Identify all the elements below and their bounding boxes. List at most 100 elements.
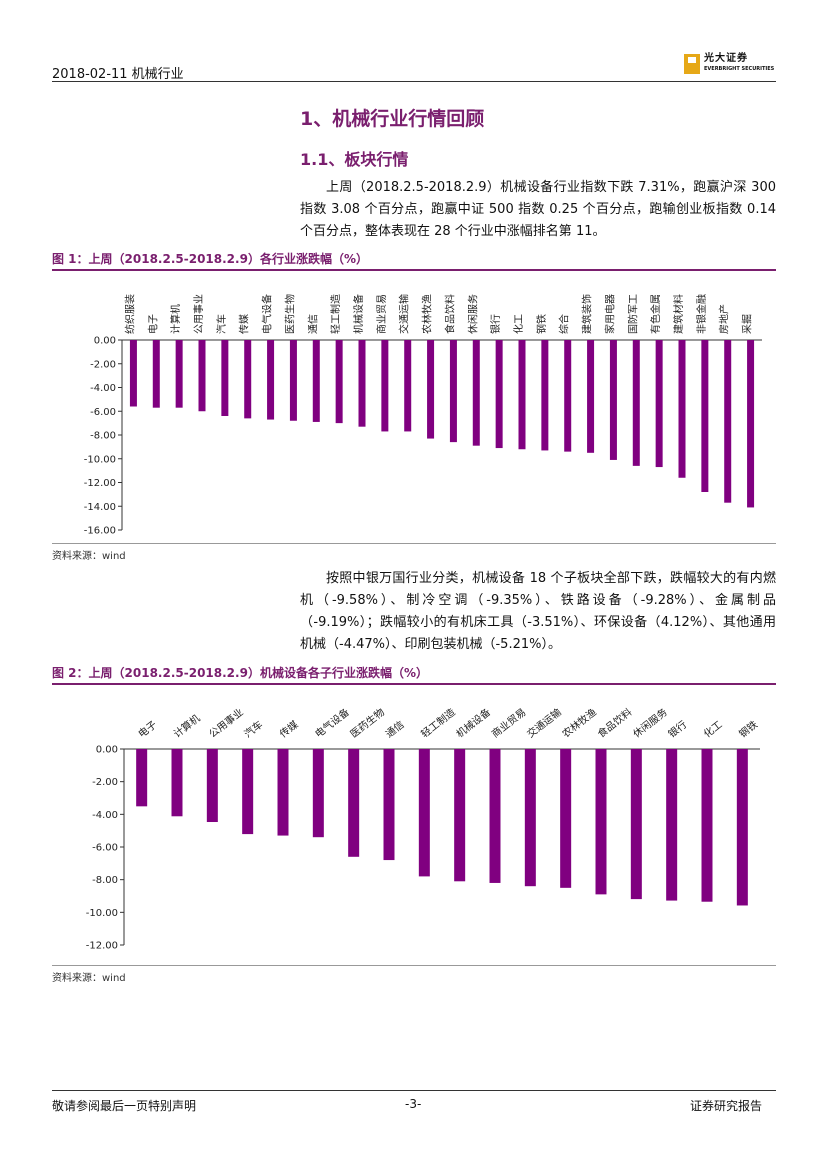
y-tick-label: -2.00 bbox=[90, 359, 116, 370]
category-label: 电子 bbox=[146, 314, 159, 334]
bar bbox=[560, 749, 572, 888]
bar bbox=[472, 340, 480, 446]
category-label: 化工 bbox=[512, 314, 525, 334]
bar bbox=[454, 749, 466, 882]
figure2-rule bbox=[52, 683, 776, 685]
bar bbox=[632, 340, 640, 466]
category-label: 计算机 bbox=[171, 712, 203, 741]
figure1-title: 图 1：上周（2018.2.5-2018.2.9）各行业涨跌幅（%） bbox=[52, 252, 368, 266]
category-label: 公用事业 bbox=[192, 294, 205, 334]
logo-mark-icon bbox=[684, 54, 700, 74]
bar bbox=[666, 749, 678, 901]
bar bbox=[335, 340, 343, 424]
bar bbox=[495, 340, 503, 449]
bar bbox=[404, 340, 412, 432]
category-label: 交通运输 bbox=[398, 294, 411, 334]
bar bbox=[136, 749, 148, 807]
category-label: 钢铁 bbox=[736, 718, 760, 741]
bar bbox=[348, 749, 360, 857]
figure2-title: 图 2：上周（2018.2.5-2018.2.9）机械设备各子行业涨跌幅（%） bbox=[52, 666, 428, 680]
bar bbox=[221, 340, 229, 416]
bar bbox=[381, 340, 389, 432]
logo-cn-text: 光大证券 bbox=[704, 53, 748, 64]
y-tick-label: -8.00 bbox=[92, 875, 118, 886]
figure2-source-rule bbox=[52, 965, 776, 966]
category-label: 传媒 bbox=[239, 314, 251, 334]
header-rule bbox=[52, 81, 776, 82]
y-tick-label: -14.00 bbox=[84, 502, 116, 513]
category-label: 采掘 bbox=[741, 314, 754, 334]
bar bbox=[277, 749, 289, 836]
bar bbox=[152, 340, 160, 408]
category-label: 农林牧渔 bbox=[560, 705, 600, 740]
category-label: 钢铁 bbox=[535, 314, 548, 334]
bar bbox=[449, 340, 457, 443]
paragraph-weekly-summary: 上周（2018.2.5-2018.2.9）机械设备行业指数下跌 7.31%，跑赢… bbox=[300, 180, 776, 239]
figure1-rule bbox=[52, 269, 776, 271]
figure1-source-rule bbox=[52, 543, 776, 544]
category-label: 有色金属 bbox=[649, 294, 662, 334]
category-label: 电气设备 bbox=[312, 705, 352, 740]
bar bbox=[736, 749, 748, 906]
y-tick-label: 0.00 bbox=[94, 336, 116, 347]
bar bbox=[206, 749, 218, 823]
y-tick-label: -12.00 bbox=[84, 478, 116, 489]
category-label: 交通运输 bbox=[524, 705, 564, 740]
section-title: 1、机械行业行情回顾 bbox=[300, 108, 485, 130]
category-label: 建筑装饰 bbox=[581, 294, 594, 334]
y-tick-label: 0.00 bbox=[96, 745, 118, 756]
bar bbox=[312, 340, 320, 422]
bar bbox=[418, 749, 430, 877]
category-label: 医药生物 bbox=[348, 705, 388, 740]
category-label: 机械设备 bbox=[454, 705, 494, 740]
footer-page-number: -3- bbox=[405, 1097, 422, 1111]
paragraph-subsector-summary: 按照中银万国行业分类，机械设备 18 个子板块全部下跌，跌幅较大的有内燃机（-9… bbox=[300, 571, 776, 652]
y-tick-label: -8.00 bbox=[90, 431, 116, 442]
bar bbox=[518, 340, 526, 450]
bar bbox=[564, 340, 572, 452]
category-label: 国防军工 bbox=[626, 294, 639, 334]
footer-disclaimer: 敬请参阅最后一页特别声明 bbox=[52, 1099, 197, 1113]
bar bbox=[678, 340, 686, 478]
category-label: 休闲服务 bbox=[630, 705, 670, 740]
y-tick-label: -10.00 bbox=[84, 454, 116, 465]
category-label: 建筑材料 bbox=[672, 294, 685, 334]
bar bbox=[609, 340, 617, 460]
bar bbox=[242, 749, 254, 835]
category-label: 非银金融 bbox=[695, 294, 708, 334]
category-label: 综合 bbox=[558, 314, 571, 334]
figure2-source: 资料来源：wind bbox=[52, 973, 126, 984]
category-label: 商业贸易 bbox=[375, 294, 388, 334]
bar bbox=[244, 340, 252, 419]
bar bbox=[427, 340, 435, 439]
logo-en-text: EVERBRIGHT SECURITIES bbox=[704, 66, 775, 72]
category-label: 电气设备 bbox=[261, 294, 274, 334]
section-subtitle: 1.1、板块行情 bbox=[300, 150, 409, 169]
bar bbox=[595, 749, 607, 895]
y-tick-label: -12.00 bbox=[86, 941, 118, 952]
footer-rule bbox=[52, 1090, 776, 1091]
category-label: 食品饮料 bbox=[595, 705, 635, 740]
bar bbox=[383, 749, 395, 861]
category-label: 通信 bbox=[307, 314, 319, 334]
bar bbox=[198, 340, 206, 412]
category-label: 家用电器 bbox=[603, 294, 616, 334]
category-label: 纺织服装 bbox=[123, 294, 136, 334]
category-label: 化工 bbox=[701, 718, 725, 741]
category-label: 轻工制造 bbox=[418, 705, 458, 740]
bar bbox=[489, 749, 501, 883]
category-label: 通信 bbox=[383, 719, 406, 741]
bar bbox=[358, 340, 366, 427]
category-label: 农林牧渔 bbox=[421, 294, 434, 334]
category-label: 轻工制造 bbox=[329, 294, 342, 334]
category-label: 银行 bbox=[489, 314, 502, 334]
category-label: 机械设备 bbox=[352, 294, 365, 334]
bar bbox=[524, 749, 536, 887]
y-tick-label: -4.00 bbox=[92, 810, 118, 821]
bar bbox=[312, 749, 324, 838]
y-tick-label: -6.00 bbox=[90, 407, 116, 418]
industry-change-chart: 0.00 -2.00 -4.00 -6.00 -8.00 -10.00 -12.00 -14.… bbox=[84, 294, 762, 537]
company-logo: 光大证券 EVERBRIGHT SECURITIES bbox=[684, 54, 774, 74]
y-tick-label: -16.00 bbox=[84, 526, 116, 537]
bar bbox=[171, 749, 183, 817]
